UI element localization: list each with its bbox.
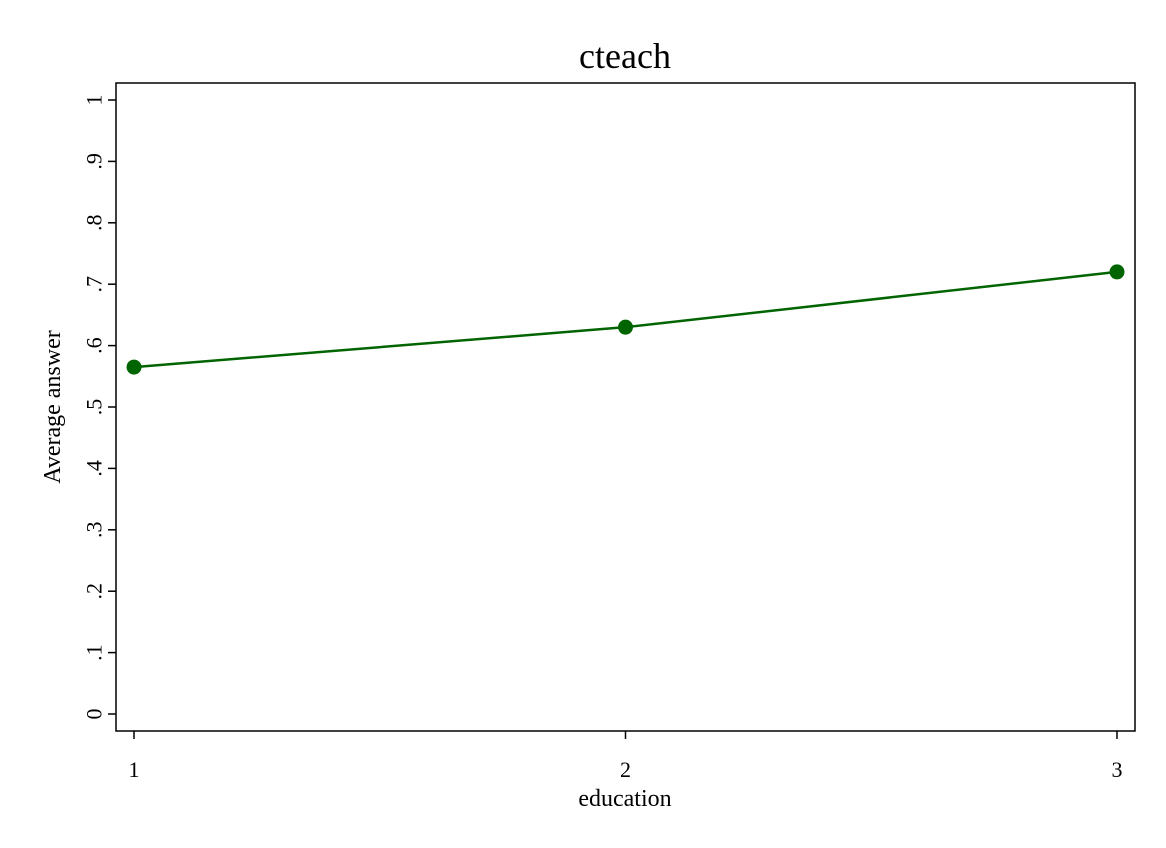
- y-tick-label: .9: [82, 153, 107, 170]
- y-tick-label: .4: [82, 460, 107, 477]
- x-tick-label: 2: [620, 757, 631, 782]
- y-tick-label: 0: [82, 709, 107, 720]
- y-tick-label: .7: [82, 276, 107, 293]
- series-layer: [126, 264, 1125, 375]
- x-tick-label: 1: [129, 757, 140, 782]
- x-tick-label: 3: [1112, 757, 1123, 782]
- data-point: [618, 319, 633, 335]
- x-axis: 1 2 3: [129, 731, 1123, 782]
- data-point: [126, 359, 142, 375]
- y-tick-label: .5: [82, 399, 107, 416]
- y-tick-label: .6: [82, 337, 107, 354]
- x-axis-title: education: [578, 786, 671, 812]
- y-axis-title: Average answer: [40, 330, 66, 483]
- chart-title: cteach: [579, 36, 671, 76]
- y-tick-label: 1: [82, 95, 107, 106]
- y-tick-label: .3: [82, 522, 107, 539]
- data-point: [1109, 264, 1125, 280]
- plot-frame: [115, 82, 1136, 732]
- y-tick-label: .8: [82, 215, 107, 232]
- y-axis: 0 .1 .2 .3 .4 .5 .6 .7 .8 .9 1: [82, 95, 116, 720]
- y-tick-label: .1: [82, 644, 107, 661]
- y-tick-label: .2: [82, 583, 107, 600]
